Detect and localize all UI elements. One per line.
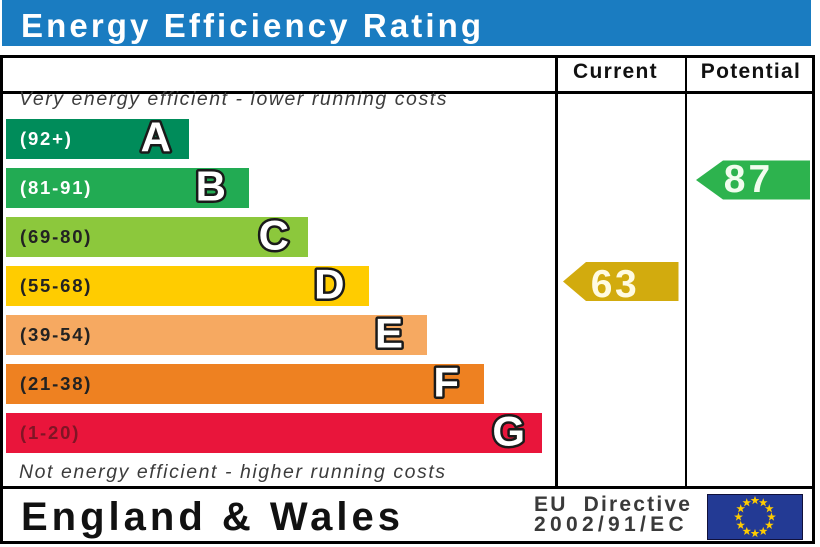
svg-text:87: 87 <box>724 158 773 201</box>
svg-text:63: 63 <box>591 263 639 305</box>
svg-text:C: C <box>259 212 289 259</box>
svg-text:B: B <box>196 163 226 210</box>
svg-text:D: D <box>314 261 344 308</box>
svg-text:F: F <box>433 359 459 406</box>
svg-text:A: A <box>141 114 171 161</box>
svg-text:G: G <box>492 408 525 455</box>
svg-text:E: E <box>375 310 403 357</box>
